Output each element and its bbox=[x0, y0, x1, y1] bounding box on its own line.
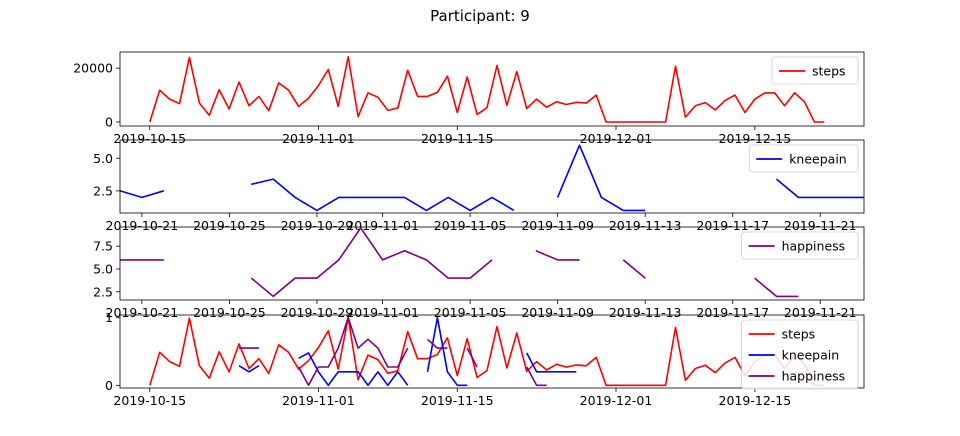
x-tick-label: 2019-12-15 bbox=[719, 393, 792, 408]
x-tick-label: 2019-11-21 bbox=[784, 305, 857, 320]
series-line-kneepain bbox=[251, 178, 515, 212]
x-tick-label: 2019-10-21 bbox=[106, 218, 179, 233]
x-tick-label: 2019-12-15 bbox=[719, 131, 792, 146]
plot-area bbox=[120, 144, 864, 212]
y-tick-label: 7.5 bbox=[93, 239, 113, 254]
x-tick-label: 2019-11-01 bbox=[282, 393, 355, 408]
legend-frame bbox=[771, 56, 859, 85]
axes-frame bbox=[119, 139, 865, 214]
legend: happiness bbox=[741, 231, 859, 260]
x-tick-label: 2019-11-17 bbox=[696, 218, 769, 233]
axes-frame bbox=[119, 314, 865, 389]
series-line-happiness bbox=[297, 316, 409, 387]
series-line-kneepain bbox=[775, 178, 864, 199]
series-line-kneepain bbox=[120, 190, 165, 199]
y-tick-label: 0 bbox=[105, 378, 113, 393]
legend-label-happiness: happiness bbox=[782, 369, 846, 384]
series-line-happiness bbox=[525, 366, 547, 387]
x-tick-label: 2019-10-15 bbox=[113, 131, 186, 146]
legend-frame bbox=[741, 319, 859, 390]
x-tick-label: 2019-11-15 bbox=[421, 393, 494, 408]
x-tick-label: 2019-10-29 bbox=[281, 305, 354, 320]
x-tick-label: 2019-10-29 bbox=[281, 218, 354, 233]
plot-area bbox=[149, 55, 825, 123]
x-tick-label: 2019-10-15 bbox=[113, 393, 186, 408]
figure-title: Participant: 9 bbox=[430, 7, 530, 25]
x-tick-label: 2019-11-01 bbox=[346, 305, 419, 320]
x-tick-label: 2019-11-21 bbox=[784, 218, 857, 233]
y-tick-label: 1 bbox=[105, 310, 113, 325]
x-tick-label: 2019-11-01 bbox=[346, 218, 419, 233]
x-tick-label: 2019-10-25 bbox=[193, 305, 266, 320]
x-tick-label: 2019-12-01 bbox=[580, 393, 653, 408]
legend-frame bbox=[748, 144, 859, 173]
series-line-happiness bbox=[426, 338, 448, 349]
legend-label-steps: steps bbox=[782, 327, 816, 342]
series-line-kneepain bbox=[556, 144, 646, 212]
series-line-happiness bbox=[535, 249, 580, 261]
legend-label-steps: steps bbox=[812, 64, 846, 79]
x-tick-label: 2019-11-09 bbox=[521, 305, 594, 320]
y-tick-label: 5.0 bbox=[93, 261, 113, 276]
x-tick-label: 2019-11-01 bbox=[282, 131, 355, 146]
legend-label-kneepain: kneepain bbox=[789, 152, 847, 167]
series-line-kneepain bbox=[525, 352, 577, 373]
y-tick-label: 2.5 bbox=[93, 183, 113, 198]
legend-frame bbox=[741, 231, 859, 260]
chart-panel-1: 0 20000 2019-10-15 2019-11-01 2019-11-15 2019… bbox=[73, 51, 865, 146]
x-tick-label: 2019-11-13 bbox=[609, 305, 682, 320]
series-line-kneepain bbox=[238, 365, 260, 373]
x-tick-label: 2019-10-25 bbox=[193, 218, 266, 233]
y-tick-label: 0 bbox=[105, 114, 113, 129]
x-tick-label: 2019-11-05 bbox=[434, 218, 507, 233]
series-line-happiness bbox=[466, 347, 478, 368]
legend-label-happiness: happiness bbox=[782, 239, 846, 254]
y-tick-label: 2.5 bbox=[93, 284, 113, 299]
y-tick-label: 5.0 bbox=[93, 151, 113, 166]
series-line-steps bbox=[149, 316, 825, 387]
plot-area bbox=[120, 227, 799, 298]
x-tick-label: 2019-11-09 bbox=[521, 218, 594, 233]
series-line-kneepain bbox=[426, 316, 468, 387]
axes-frame bbox=[119, 51, 865, 127]
x-tick-label: 2019-11-13 bbox=[609, 218, 682, 233]
series-line-happiness bbox=[754, 277, 799, 298]
axes-frame bbox=[119, 226, 865, 301]
x-tick-label: 2019-10-21 bbox=[106, 305, 179, 320]
legend: steps bbox=[771, 56, 859, 85]
x-tick-label: 2019-11-17 bbox=[696, 305, 769, 320]
series-line-happiness bbox=[622, 259, 646, 279]
series-line-happiness bbox=[250, 227, 493, 298]
legend-label-kneepain: kneepain bbox=[782, 348, 840, 363]
legend: kneepain bbox=[748, 144, 859, 173]
x-tick-label: 2019-11-05 bbox=[434, 305, 507, 320]
series-line-kneepain bbox=[298, 352, 409, 387]
series-line-steps bbox=[149, 55, 825, 123]
y-tick-label: 20000 bbox=[73, 61, 113, 76]
plot-area bbox=[149, 316, 825, 387]
legend: steps kneepain happiness bbox=[741, 319, 859, 390]
chart-panel-4: 0 1 2019-10-15 2019-11-01 2019-11-15 2019-12-… bbox=[105, 310, 865, 408]
x-tick-label: 2019-11-15 bbox=[421, 131, 494, 146]
x-tick-label: 2019-12-01 bbox=[580, 131, 653, 146]
